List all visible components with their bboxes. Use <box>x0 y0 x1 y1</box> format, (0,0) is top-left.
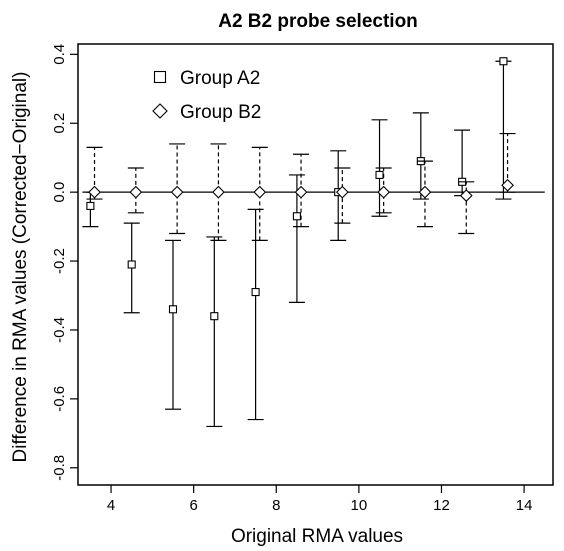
legend: Group A2 Group B2 <box>152 68 261 123</box>
x-tick-label: 4 <box>107 497 115 514</box>
x-tick-label: 6 <box>189 497 197 514</box>
y-tick-label: -0.8 <box>51 455 68 481</box>
legend-marker <box>153 70 167 84</box>
x-tick-label: 8 <box>272 497 280 514</box>
data-point <box>375 170 384 179</box>
data-point <box>88 185 101 199</box>
data-point <box>251 288 260 297</box>
data-point <box>253 185 267 199</box>
y-tick-label: -0.4 <box>51 317 68 343</box>
x-tick-label: 10 <box>351 497 368 514</box>
plot-frame <box>77 43 554 486</box>
y-tick-label: 0.0 <box>51 182 68 203</box>
data-point <box>292 212 301 221</box>
y-tick-label: 0.4 <box>51 44 68 65</box>
legend-label: Group B2 <box>180 102 261 123</box>
data-point <box>335 185 349 199</box>
y-axis: -0.8 -0.6 -0.4 -0.2 0.0 0.2 0.4 <box>51 44 78 481</box>
y-tick-label: 0.2 <box>51 113 68 134</box>
data-point <box>127 260 136 269</box>
data-point <box>210 312 219 321</box>
data-point <box>86 201 95 210</box>
data-point <box>212 185 225 199</box>
data-point <box>129 185 143 199</box>
chart-title: A2 B2 probe selection <box>218 11 418 32</box>
y-tick-label: -0.6 <box>51 386 68 412</box>
series-layer <box>82 57 516 428</box>
data-point <box>170 185 184 199</box>
x-tick-label: 12 <box>433 497 450 514</box>
x-axis-label: Original RMA values <box>231 526 403 547</box>
data-point <box>418 185 432 199</box>
data-point <box>499 57 508 66</box>
data-point <box>377 185 391 199</box>
data-point <box>501 178 514 192</box>
legend-label: Group A2 <box>180 68 260 89</box>
y-axis-label: Difference in RMA values (Corrected−Orig… <box>10 72 31 463</box>
series-1 <box>82 57 512 428</box>
series-2 <box>86 132 516 241</box>
data-point <box>168 305 178 314</box>
x-axis: 4 6 8 10 12 14 <box>107 485 533 514</box>
legend-marker <box>152 103 168 119</box>
y-tick-label: -0.2 <box>51 248 68 274</box>
x-tick-label: 14 <box>516 497 533 514</box>
data-point <box>294 185 308 199</box>
data-point <box>459 189 473 202</box>
